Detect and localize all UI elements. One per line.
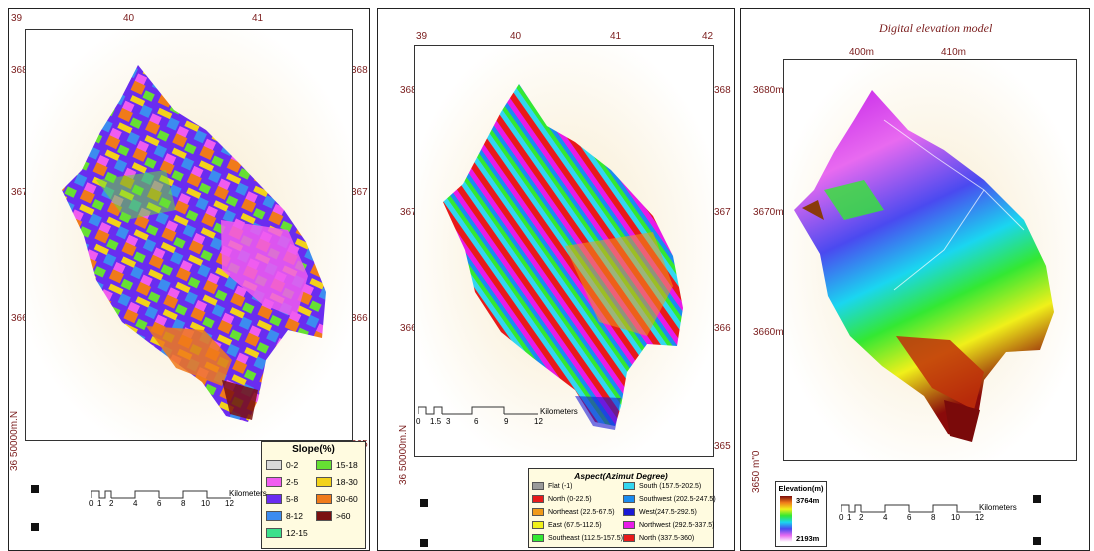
scale-bar: 0 1 2 4 6 8 10 12 Kilometers [89,489,267,508]
legend-item: 15-18 [316,460,358,470]
legend-item: North (337.5-360) [623,534,694,542]
elevation-max: 3764m [796,496,820,505]
legend-item: 5-8 [266,494,298,504]
legend-item: Flat (-1) [532,482,573,490]
map-marker-square [31,485,39,493]
top-tick: 41 [610,31,622,42]
legend-item: West(247.5-292.5) [623,508,697,516]
right-tick: 368 [351,65,368,76]
map-title: Digital elevation model [879,21,993,35]
slope-map-raster [26,30,352,440]
slope-map-panel: 39 40 41 368 367 366 368 367 366 365 36 … [8,8,370,551]
left-tick: 368 [11,65,28,76]
map-marker-square [1033,537,1041,545]
scale-bar: 0 1.5 3 6 9 12 Kilometers [416,406,578,426]
right-tick: 367 [351,187,368,198]
left-tick: 3660m [753,327,784,338]
legend-item: East (67.5-112.5) [532,521,602,529]
top-tick: 42 [702,31,714,42]
top-tick: 39 [11,13,23,24]
legend-item: 2-5 [266,477,298,487]
aspect-map-panel: 39 40 41 42 368 367 366 368 367 366 365 … [377,8,735,551]
dem-map-panel: Digital elevation model 400m 410m 3680m … [740,8,1090,551]
left-tick: 367 [11,187,28,198]
top-tick: 400m [849,47,875,58]
right-tick: 366 [351,313,368,324]
left-tick: 366 [400,323,417,334]
legend-item: North (0-22.5) [532,495,592,503]
left-tick: 366 [11,313,28,324]
map-marker-square [1033,495,1041,503]
legend-title: Elevation(m) [778,484,824,493]
right-tick: 368 [714,85,731,96]
left-tick: 3680m [753,85,784,96]
right-tick: 367 [714,207,731,218]
legend-item: Southeast (112.5-157.5) [532,534,623,542]
left-tick: 368 [400,85,417,96]
slope-legend: Slope(%) 0-2 15-18 2-5 18-30 5-8 30-60 8… [261,441,366,549]
aspect-legend: Aspect(Azimut Degree) Flat (-1) South (1… [528,468,716,548]
legend-item: Northeast (22.5-67.5) [532,508,615,516]
map-marker-square [420,499,428,507]
elevation-colorbar [780,496,792,542]
legend-item: 18-30 [316,477,358,487]
y-axis-label: 36 50000m.N [398,424,409,485]
left-tick: 367 [400,207,417,218]
top-tick: 39 [416,31,428,42]
legend-item: South (157.5-202.5) [623,482,701,490]
legend-item: >60 [316,511,350,521]
top-tick: 40 [123,13,135,24]
aspect-map-frame [414,45,714,457]
top-tick: 410m [941,47,967,58]
y-axis-label: 3650 m"0 [751,450,762,493]
legend-item: 30-60 [316,494,358,504]
dem-map-frame [783,59,1077,461]
map-marker-square [31,523,39,531]
elevation-legend: Elevation(m) 3764m 2193m [775,481,827,547]
right-tick: 365 [714,441,731,452]
top-tick: 41 [252,13,264,24]
dem-map-raster [784,60,1076,460]
aspect-map-raster [415,46,713,456]
right-tick: 366 [714,323,731,334]
y-axis-label: 36 50000m.N [9,410,20,471]
left-tick: 3670m [753,207,784,218]
legend-item: 12-15 [266,528,308,538]
top-tick: 40 [510,31,522,42]
elevation-min: 2193m [796,534,820,543]
legend-item: Southwest (202.5-247.5) [623,495,716,503]
legend-item: 0-2 [266,460,298,470]
legend-title: Slope(%) [292,444,335,455]
legend-title: Aspect(Azimut Degree) [574,471,668,481]
legend-item: 8-12 [266,511,303,521]
legend-item: Northwest (292.5-337.5) [623,521,714,529]
map-marker-square [420,539,428,547]
slope-map-frame [25,29,353,441]
scale-bar: 0 1 2 4 6 8 10 12 Kilometers [839,503,1017,522]
